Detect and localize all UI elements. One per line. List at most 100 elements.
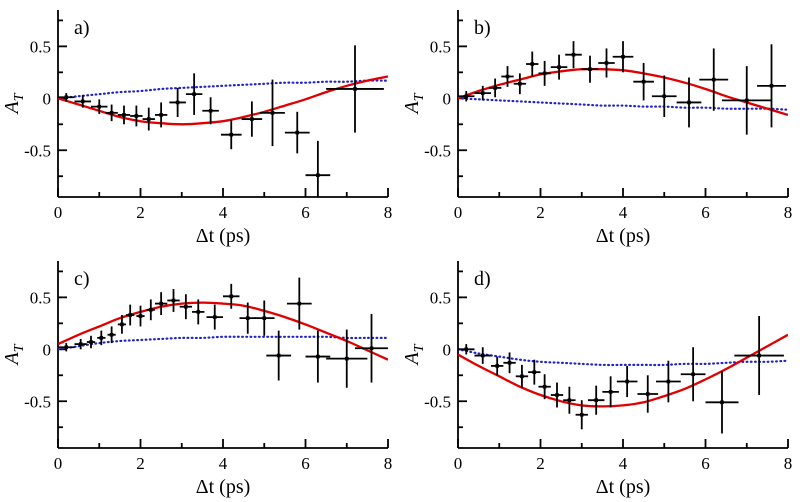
data-marker <box>625 379 629 384</box>
data-marker <box>97 104 102 109</box>
data-marker <box>604 61 609 65</box>
axes <box>57 261 389 449</box>
data-marker <box>493 86 497 90</box>
x-tick-label: 4 <box>619 203 628 222</box>
reference-curve <box>58 335 388 351</box>
data-marker <box>134 114 139 118</box>
data-marker <box>532 370 537 374</box>
data-marker <box>138 314 143 318</box>
fit-curve <box>458 333 788 408</box>
y-tick-label: 0.5 <box>430 37 451 56</box>
data-marker <box>769 84 774 88</box>
data-marker <box>171 298 176 303</box>
data-marker <box>594 398 598 403</box>
x-tick-label: 6 <box>301 203 310 222</box>
data-marker <box>316 354 320 359</box>
data-marker <box>184 304 188 309</box>
data-marker <box>109 332 114 337</box>
x-tick-label: 2 <box>136 203 145 222</box>
y-axis-label: AT <box>401 92 427 115</box>
data-points <box>58 277 388 388</box>
data-marker <box>245 316 250 320</box>
data-marker <box>295 130 300 135</box>
panel-b: 0 2 4 6 8 -0.5 0 0.5 Δt (ps) AT b) <box>400 0 800 251</box>
x-tick-label: 8 <box>384 454 393 473</box>
data-marker <box>149 308 153 312</box>
x-axis-label: Δt (ps) <box>196 225 251 247</box>
data-marker <box>530 62 535 66</box>
data-marker <box>480 353 485 358</box>
data-marker <box>542 384 547 389</box>
data-marker <box>120 322 124 327</box>
data-marker <box>122 113 126 117</box>
x-tick-label: 8 <box>784 203 793 222</box>
data-marker <box>212 315 217 319</box>
x-tick-label: 2 <box>136 454 145 473</box>
data-marker <box>64 345 69 350</box>
panel-a: 0 2 4 6 8 -0.5 0 0.5 Δt (ps) AT a) <box>0 0 400 251</box>
data-marker <box>621 54 625 59</box>
data-points <box>458 41 786 135</box>
data-marker <box>744 98 749 103</box>
data-marker <box>555 393 559 397</box>
data-marker <box>687 100 691 105</box>
panel-letter: d) <box>474 268 491 290</box>
y-tick-label: -0.5 <box>24 141 51 160</box>
panel-d: 0 2 4 6 8 -0.5 0 0.5 Δt (ps) AT d) <box>400 251 800 502</box>
y-tick-label: -0.5 <box>424 141 451 160</box>
data-marker <box>262 316 267 320</box>
y-tick-label: 0.5 <box>430 288 451 307</box>
data-marker <box>208 108 213 113</box>
x-axis-label: Δt (ps) <box>196 476 251 498</box>
data-marker <box>297 301 302 306</box>
data-marker <box>464 94 469 99</box>
data-marker <box>588 67 592 72</box>
x-tick-label: 4 <box>619 454 628 473</box>
y-tick-label: 0 <box>443 340 452 359</box>
data-marker <box>641 79 646 84</box>
data-marker <box>571 52 576 57</box>
data-marker <box>645 392 650 396</box>
data-marker <box>464 347 469 352</box>
plot-b: 0 2 4 6 8 -0.5 0 0.5 Δt (ps) AT b) <box>401 10 792 247</box>
data-marker <box>353 87 357 91</box>
reference-curve <box>58 79 388 100</box>
reference-curve <box>458 97 788 111</box>
x-tick-label: 0 <box>454 203 463 222</box>
data-marker <box>662 94 667 99</box>
data-marker <box>99 336 104 340</box>
x-tick-label: 6 <box>701 454 710 473</box>
data-marker <box>196 310 201 314</box>
data-marker <box>229 132 234 137</box>
data-marker <box>720 400 724 405</box>
x-tick-label: 2 <box>536 203 545 222</box>
data-marker <box>369 346 374 351</box>
data-marker <box>78 342 83 346</box>
data-marker <box>229 294 234 299</box>
y-axis-label: AT <box>1 343 27 366</box>
y-axis-label: AT <box>1 92 27 115</box>
data-marker <box>495 364 499 368</box>
data-marker <box>666 379 671 384</box>
tick-labels: 0 2 4 6 8 -0.5 0 0.5 <box>424 37 792 222</box>
x-tick-label: 6 <box>701 203 710 222</box>
x-tick-label: 0 <box>54 454 63 473</box>
data-marker <box>109 111 114 115</box>
data-marker <box>128 313 132 317</box>
data-marker <box>505 74 510 79</box>
fit-curve <box>58 301 388 361</box>
data-marker <box>518 81 522 86</box>
data-marker <box>691 372 695 377</box>
data-marker <box>711 77 716 82</box>
panel-letter: a) <box>74 17 90 39</box>
data-marker <box>557 65 561 69</box>
data-marker <box>250 117 254 121</box>
data-marker <box>579 412 584 417</box>
plot-a: 0 2 4 6 8 -0.5 0 0.5 Δt (ps) AT a) <box>1 10 392 247</box>
y-tick-label: 0.5 <box>30 37 51 56</box>
data-marker <box>159 301 163 306</box>
fit-curve <box>58 75 388 126</box>
data-marker <box>480 91 485 95</box>
data-marker <box>276 353 281 358</box>
